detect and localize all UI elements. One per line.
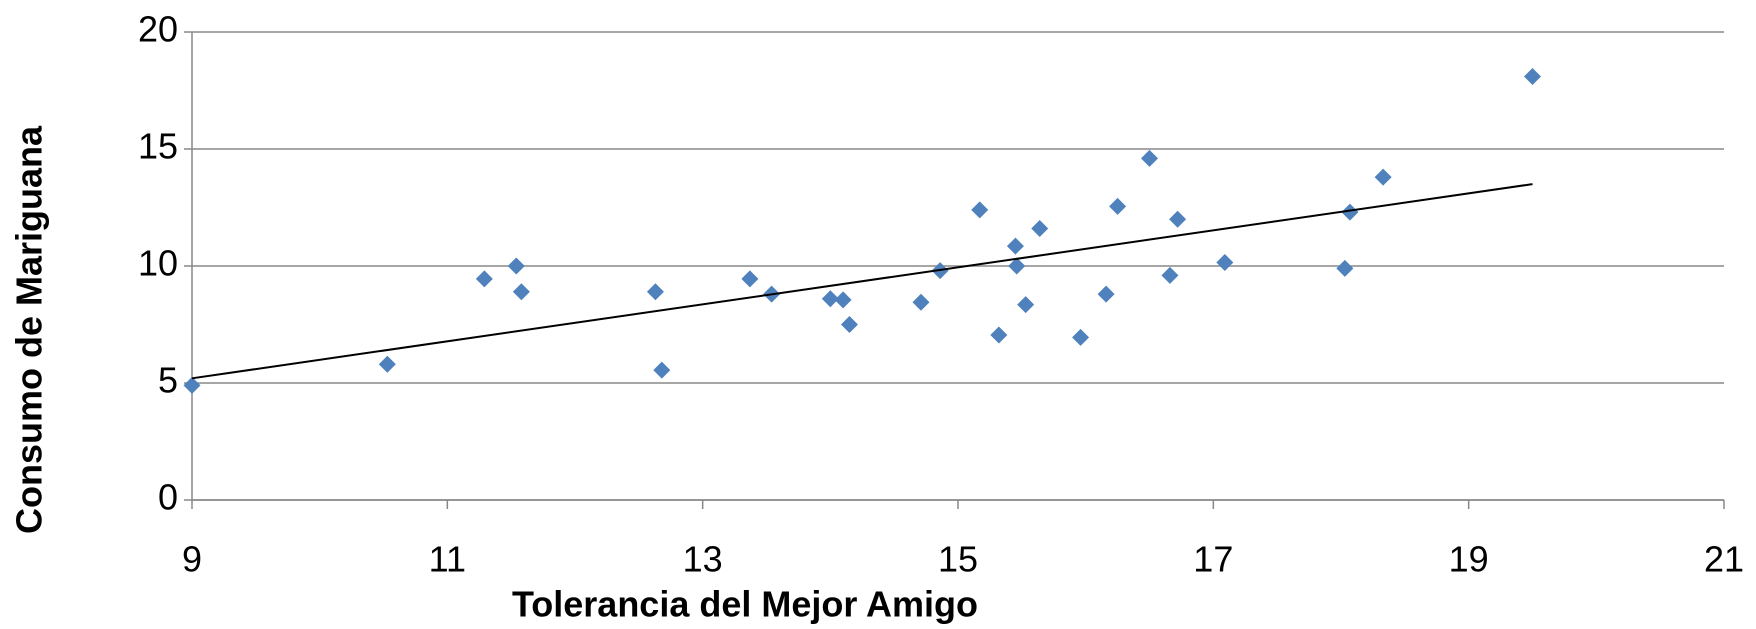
y-tick-label: 20: [138, 9, 178, 50]
point: [912, 293, 930, 311]
y-tick-label: 10: [138, 243, 178, 284]
point: [653, 361, 671, 379]
point: [1161, 266, 1179, 284]
x-axis-title: Tolerancia del Mejor Amigo: [512, 584, 978, 625]
point: [475, 270, 493, 288]
y-tick-label: 15: [138, 126, 178, 167]
point: [378, 355, 396, 373]
point: [1169, 210, 1187, 228]
y-axis-title: Consumo de Mariguana: [9, 125, 50, 534]
point: [971, 201, 989, 219]
point: [1072, 328, 1090, 346]
x-tick-label: 13: [683, 539, 723, 580]
point: [741, 270, 759, 288]
point: [512, 283, 530, 301]
point: [834, 291, 852, 309]
x-tick-label: 11: [429, 539, 466, 580]
point: [1524, 67, 1541, 85]
point: [1141, 149, 1158, 167]
x-tick-label: 9: [182, 539, 202, 580]
trendline: [191, 183, 1533, 380]
point: [821, 290, 839, 308]
y-tick-label: 0: [158, 477, 178, 518]
point: [1031, 220, 1049, 238]
point: [183, 376, 201, 394]
point: [507, 257, 525, 275]
x-tick-label: 17: [1193, 539, 1233, 580]
point: [1374, 168, 1392, 186]
point: [1017, 296, 1035, 314]
point: [1341, 203, 1359, 221]
y-tick-label: 5: [158, 360, 178, 401]
point: [646, 283, 664, 301]
point: [1008, 257, 1026, 275]
x-tick-label: 21: [1704, 539, 1744, 580]
x-tick-label: 19: [1449, 539, 1489, 580]
point: [1097, 285, 1115, 303]
point: [990, 326, 1008, 344]
point: [1109, 197, 1127, 215]
point: [1336, 259, 1354, 277]
point: [840, 316, 858, 333]
point: [1216, 253, 1234, 271]
x-tick-label: 15: [938, 539, 978, 580]
point: [1006, 237, 1024, 255]
